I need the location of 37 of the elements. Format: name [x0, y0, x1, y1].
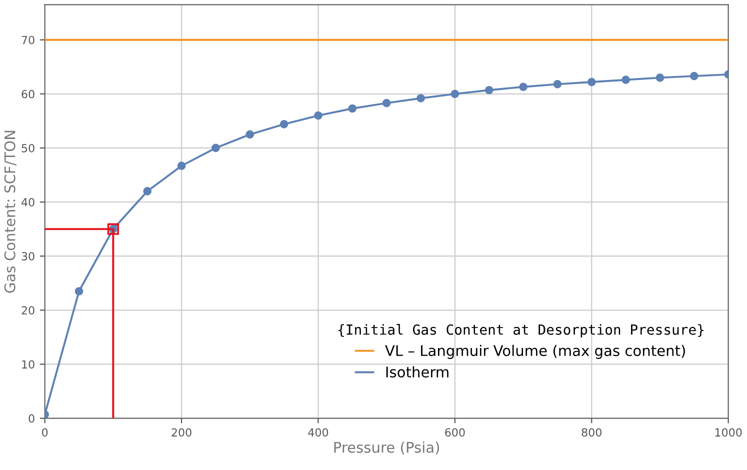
point [280, 120, 288, 128]
point [484, 86, 494, 94]
x-tick-label: 1000 [715, 428, 742, 437]
point [450, 90, 460, 98]
legend-label: Isotherm [386, 366, 448, 378]
y-axis-title: Gas Content: SCF/TON [4, 130, 16, 293]
y-tick-label: 0 [28, 414, 34, 423]
point [212, 144, 220, 152]
point [416, 94, 425, 102]
point [622, 76, 630, 84]
point [587, 78, 596, 86]
point [314, 111, 322, 120]
point [143, 187, 152, 196]
y-tick-label: 30 [22, 252, 34, 260]
point [74, 287, 84, 296]
point [246, 130, 254, 139]
point [382, 98, 391, 108]
point [519, 82, 528, 92]
point [553, 80, 562, 88]
point [690, 72, 698, 80]
y-tick-label: 20 [22, 306, 34, 315]
legend-label: VL – Langmuir Volume (max gas content) [385, 344, 685, 359]
point [656, 74, 664, 82]
x-tick-label: 600 [445, 428, 465, 437]
y-tick-label: 60 [22, 90, 34, 98]
x-tick-label: 0 [42, 428, 48, 437]
x-tick-label: 200 [172, 428, 192, 437]
y-tick-label: 70 [22, 36, 34, 44]
legend-title: {Initial Gas Content at Desorption Pressure} [338, 324, 704, 338]
point [177, 162, 186, 170]
point [348, 104, 357, 113]
x-tick-label: 400 [308, 428, 328, 437]
y-tick-label: 40 [22, 198, 34, 206]
x-tick-label: 800 [582, 428, 602, 437]
x-axis-title: Pressure (Psia) [334, 442, 440, 455]
y-tick-label: 50 [22, 144, 34, 152]
y-tick-label: 10 [22, 360, 34, 369]
